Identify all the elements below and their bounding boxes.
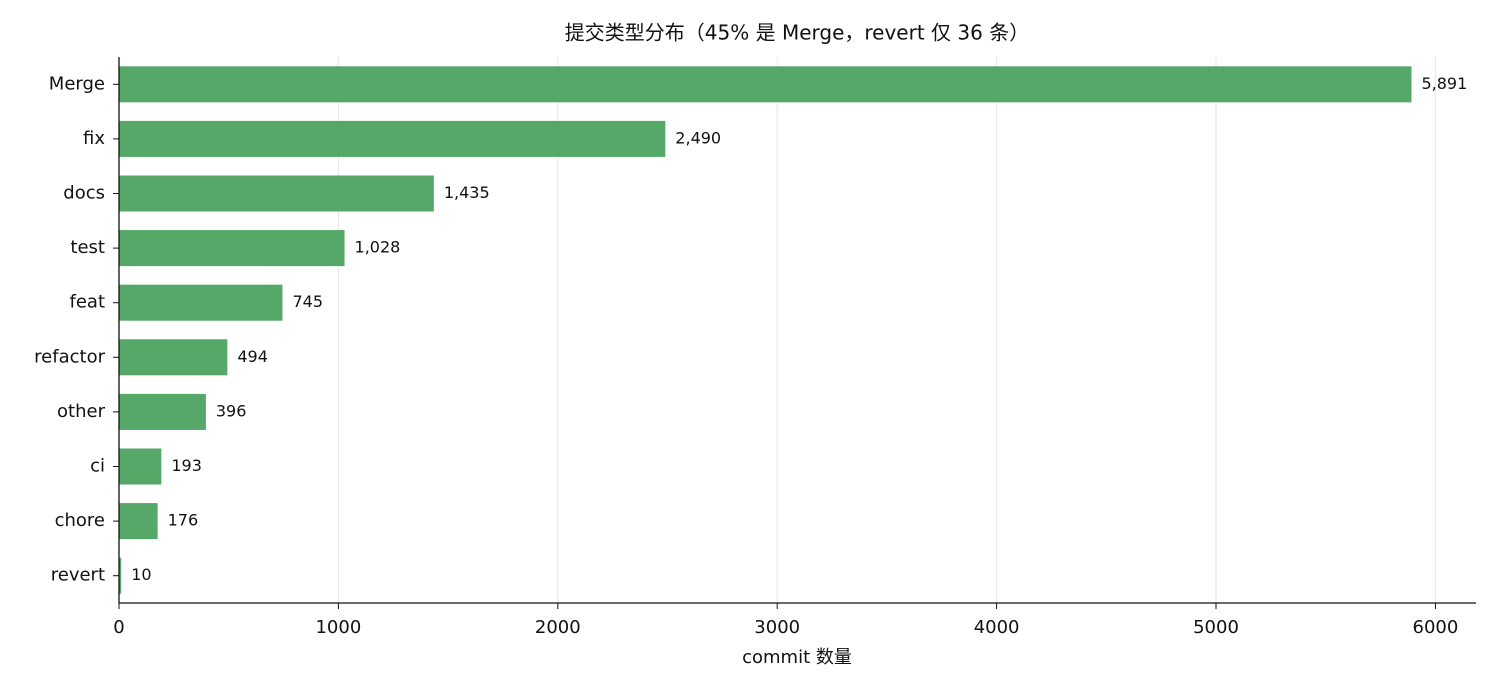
bar (119, 393, 206, 430)
y-tick-label: test (70, 237, 105, 258)
y-tick-label: ci (90, 456, 105, 477)
bar (119, 448, 162, 485)
x-tick-label: 0 (113, 617, 124, 638)
y-tick-label: Merge (49, 73, 105, 94)
x-axis-label: commit 数量 (742, 647, 852, 668)
chart-title: 提交类型分布（45% 是 Merge，revert 仅 36 条） (565, 21, 1029, 45)
bar (119, 230, 345, 267)
x-tick-label: 4000 (974, 617, 1020, 638)
bar (119, 557, 122, 594)
value-label: 10 (131, 565, 151, 584)
x-tick-label: 5000 (1193, 617, 1239, 638)
x-tick-label: 1000 (315, 617, 361, 638)
y-tick-label: chore (55, 510, 105, 531)
y-tick-label: feat (70, 292, 106, 313)
y-tick-label: other (57, 401, 106, 422)
value-label: 193 (171, 456, 202, 475)
y-tick-label: fix (83, 128, 105, 149)
value-label: 494 (237, 347, 268, 366)
bar (119, 120, 666, 157)
value-label: 5,891 (1421, 74, 1467, 93)
value-label: 396 (216, 401, 247, 420)
value-label: 2,490 (675, 128, 721, 147)
x-tick-label: 2000 (535, 617, 581, 638)
value-label: 745 (292, 292, 323, 311)
bar (119, 284, 283, 321)
bar (119, 175, 434, 212)
y-tick-label: docs (63, 183, 105, 204)
x-tick-label: 6000 (1413, 617, 1459, 638)
value-label: 1,435 (444, 183, 490, 202)
y-tick-label: refactor (34, 346, 105, 367)
value-label: 176 (168, 511, 199, 530)
value-label: 1,028 (355, 238, 401, 257)
y-tick-label: revert (51, 565, 105, 586)
bar (119, 339, 228, 376)
x-tick-label: 3000 (754, 617, 800, 638)
bar (119, 66, 1412, 103)
bar (119, 503, 158, 540)
